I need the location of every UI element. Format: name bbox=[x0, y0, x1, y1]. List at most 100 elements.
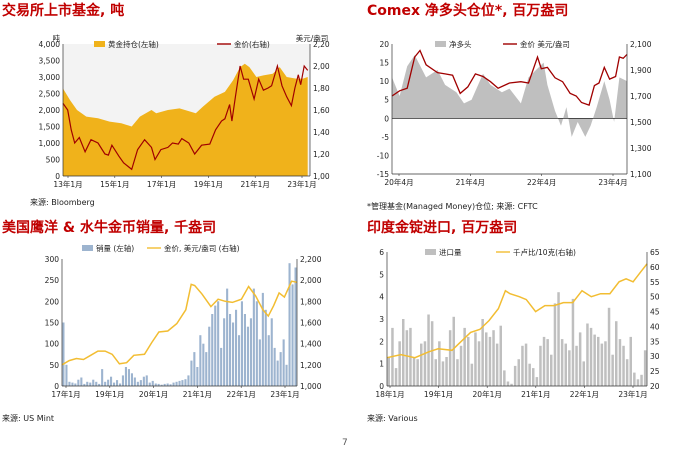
y-right-tick-label: 1,400 bbox=[313, 128, 330, 137]
bar bbox=[71, 382, 74, 386]
y-left-tick-label: 3,500 bbox=[39, 57, 61, 66]
area-series-holdings bbox=[63, 63, 308, 176]
x-tick-label: 20年1月 bbox=[139, 389, 168, 399]
legend-label: 黄金持仓(左轴) bbox=[108, 39, 159, 49]
bar bbox=[83, 383, 86, 386]
bar bbox=[217, 301, 220, 386]
bar bbox=[445, 357, 448, 386]
bar bbox=[600, 343, 604, 386]
x-tick-label: 22年1月 bbox=[570, 389, 599, 399]
y-right-tick-label: 2,100 bbox=[630, 40, 652, 49]
bar bbox=[246, 326, 249, 386]
bar bbox=[172, 382, 175, 386]
bar bbox=[495, 343, 499, 386]
bar bbox=[578, 332, 582, 386]
x-tick-label: 17年1月 bbox=[51, 389, 80, 399]
x-tick-label: 21年1月 bbox=[241, 179, 270, 189]
bar bbox=[127, 369, 130, 386]
x-tick-label: 23年1月 bbox=[270, 389, 299, 399]
bar bbox=[615, 321, 618, 386]
bar bbox=[288, 263, 291, 386]
bar bbox=[535, 377, 539, 386]
y-right-tick-label: 1,900 bbox=[630, 66, 652, 75]
bar bbox=[175, 381, 178, 386]
bar bbox=[633, 372, 636, 386]
y-left-tick-label: 1,500 bbox=[39, 123, 61, 132]
bar bbox=[86, 381, 89, 386]
bar bbox=[136, 381, 139, 386]
bar bbox=[474, 332, 477, 386]
x-tick-label: 23年1月 bbox=[618, 389, 647, 399]
x-tick-label: 17年1月 bbox=[147, 179, 176, 189]
legend-label: 千卢比/10克(右轴) bbox=[513, 247, 576, 257]
bar bbox=[267, 335, 270, 386]
y-left-tick-label: -10 bbox=[377, 151, 389, 160]
bar bbox=[264, 309, 267, 386]
y-right-tick-label: 1,300 bbox=[630, 144, 652, 153]
y-right-tick-label: 1,800 bbox=[313, 84, 330, 93]
bar bbox=[625, 359, 629, 386]
bar bbox=[202, 343, 205, 386]
bar bbox=[130, 373, 133, 386]
bar bbox=[636, 379, 640, 386]
price-line bbox=[391, 49, 628, 106]
bar bbox=[503, 370, 506, 386]
x-tick-label: 21年4月 bbox=[456, 177, 485, 187]
x-tick-label: 20年4月 bbox=[384, 177, 413, 187]
y-right-tick-label: 2,200 bbox=[300, 255, 322, 264]
bar bbox=[524, 343, 528, 386]
bar bbox=[89, 382, 92, 386]
bar bbox=[62, 322, 65, 386]
bar bbox=[226, 288, 229, 386]
chart4-title: 印度金锭进口, 百万盎司 bbox=[367, 220, 518, 236]
bar bbox=[199, 335, 202, 386]
bar bbox=[208, 326, 211, 386]
bar bbox=[184, 379, 187, 386]
legend-box-swatch bbox=[82, 245, 93, 251]
legend-box-swatch bbox=[435, 41, 446, 47]
y-right-tick-label: 1,700 bbox=[630, 92, 652, 101]
bar bbox=[506, 381, 510, 386]
y-right-tick-label: 45 bbox=[650, 308, 660, 317]
y-left-tick-label: 200 bbox=[45, 297, 60, 306]
y-right-tick-label: 50 bbox=[650, 293, 660, 302]
bar bbox=[148, 382, 151, 386]
bar bbox=[423, 341, 427, 386]
legend-label: 金价 美元/盎司 bbox=[520, 39, 570, 49]
y-right-tick-label: 1,600 bbox=[300, 319, 322, 328]
y-left-tick-label: 4 bbox=[379, 293, 384, 302]
bar bbox=[229, 314, 232, 386]
bar bbox=[124, 367, 127, 386]
bar bbox=[532, 368, 535, 386]
x-tick-label: 20年1月 bbox=[473, 389, 502, 399]
bar bbox=[427, 314, 430, 386]
y-left-tick-label: 10 bbox=[379, 77, 389, 86]
bar bbox=[510, 383, 513, 386]
y-right-tick-label: 60 bbox=[650, 263, 660, 272]
bar bbox=[550, 354, 553, 386]
bar bbox=[240, 301, 243, 386]
bar bbox=[169, 384, 172, 386]
bar bbox=[65, 364, 68, 386]
y-left-tick-label: -5 bbox=[382, 133, 390, 142]
bar bbox=[430, 321, 434, 386]
x-tick-label: 13年1月 bbox=[53, 179, 82, 189]
bar bbox=[107, 379, 110, 386]
bar bbox=[294, 267, 297, 386]
bar bbox=[92, 379, 95, 386]
legend-label: 净多头 bbox=[449, 39, 472, 49]
bar bbox=[273, 347, 276, 386]
bar bbox=[282, 339, 285, 386]
comex-net-long-chart: -15 -10 -5 0 5 10 15 20 1,100 1,300 1,500 1,700 1,90… bbox=[377, 39, 652, 187]
legend-label: 销量 (左轴) bbox=[96, 243, 134, 253]
y-right-tick-label: 1,500 bbox=[630, 118, 652, 127]
bar bbox=[553, 303, 557, 386]
bar bbox=[193, 352, 196, 386]
bar bbox=[611, 354, 614, 386]
bar bbox=[68, 381, 71, 386]
bar bbox=[575, 345, 578, 386]
bar bbox=[187, 375, 190, 386]
x-tick-label: 23年4月 bbox=[598, 177, 627, 187]
y-left-tick-label: 0 bbox=[54, 382, 59, 391]
bar bbox=[586, 323, 589, 386]
